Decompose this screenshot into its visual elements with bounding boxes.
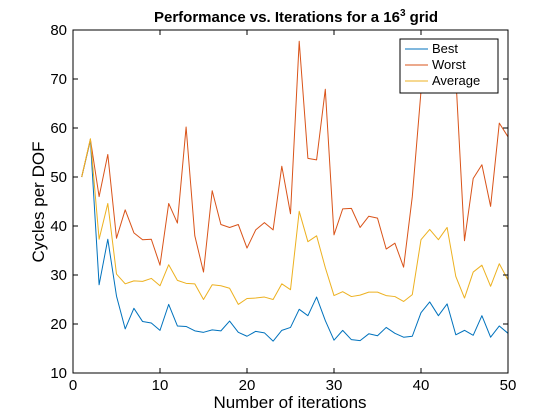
x-tick-label: 10 bbox=[152, 377, 169, 394]
legend-box bbox=[399, 38, 499, 94]
chart-title-main: Performance vs. Iterations for a 16 bbox=[154, 9, 400, 26]
x-tick-label: 20 bbox=[239, 377, 256, 394]
x-tick-label: 40 bbox=[413, 377, 430, 394]
x-tick-label: 0 bbox=[69, 377, 77, 394]
series-line-average bbox=[81, 138, 509, 305]
y-tick-label: 60 bbox=[50, 120, 67, 137]
series-line-best bbox=[81, 139, 509, 342]
x-tick-label: 50 bbox=[500, 377, 517, 394]
legend-label-worst: Worst bbox=[432, 57, 466, 72]
y-tick-label: 50 bbox=[50, 169, 67, 186]
y-tick-label: 80 bbox=[50, 22, 67, 39]
plot-area-frame bbox=[72, 29, 509, 374]
legend-label-average: Average bbox=[432, 73, 480, 88]
y-tick-label: 10 bbox=[50, 365, 67, 382]
y-tick-label: 70 bbox=[50, 71, 67, 88]
y-axis-label: Cycles per DOF bbox=[29, 142, 48, 263]
y-tick-label: 30 bbox=[50, 267, 67, 284]
y-tick-label: 40 bbox=[50, 218, 67, 235]
legend-label-best: Best bbox=[432, 41, 458, 56]
x-axis-label: Number of iterations bbox=[213, 393, 366, 412]
chart-title-superscript: 3 bbox=[400, 8, 406, 19]
x-tick-label: 30 bbox=[326, 377, 343, 394]
y-tick-label: 20 bbox=[50, 316, 67, 333]
chart-title-suffix: grid bbox=[406, 9, 439, 26]
chart-title: Performance vs. Iterations for a 163 gri… bbox=[154, 8, 438, 26]
